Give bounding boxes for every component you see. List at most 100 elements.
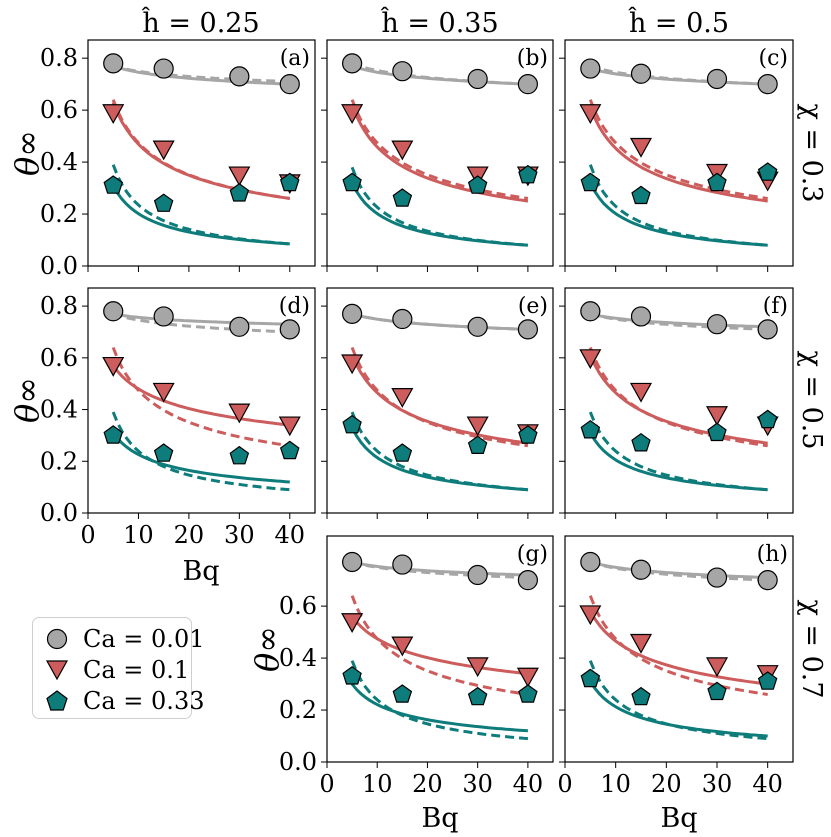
data-point-triangle (579, 104, 602, 124)
data-point-circle (229, 316, 250, 337)
data-point-circle (392, 308, 413, 330)
legend: Ca = 0.01 Ca = 0.1 Ca = 0.33 (32, 617, 204, 719)
data-point-pentagon (342, 414, 362, 434)
fit-line-dashed (588, 99, 768, 200)
fit-line-dashed (350, 411, 529, 492)
legend-entry-ca-001: Ca = 0.01 (33, 624, 204, 654)
panel-a: 0.0 0.2 0.4 0.6 0.8 (a) (40, 39, 316, 280)
fit-line-solid (351, 312, 528, 331)
data-point-triangle (341, 104, 364, 124)
panel-label: (d) (279, 294, 310, 319)
data-point-circle (342, 551, 363, 573)
panel-label: (c) (759, 46, 789, 71)
x-tick-label: 10 (600, 770, 631, 798)
fit-line-solid (112, 431, 290, 484)
data-point-triangle (629, 137, 653, 158)
data-point-pentagon (392, 188, 413, 207)
data-point-triangle (629, 633, 653, 654)
fit-line-dashed (350, 166, 529, 247)
data-point-pentagon (757, 671, 778, 690)
panel-frame (87, 287, 316, 514)
data-point-circle (342, 303, 363, 324)
data-point-circle (153, 58, 174, 79)
data-point-triangle (228, 403, 251, 424)
data-point-pentagon (279, 172, 300, 192)
y-tick-label: 0.6 (279, 592, 317, 620)
data-point-circle (153, 306, 174, 327)
fit-line-dashed (111, 411, 290, 492)
y-axis-label: θ∞ (8, 130, 46, 176)
data-point-pentagon (342, 172, 362, 192)
data-point-circle (757, 319, 778, 340)
fit-line-solid (350, 354, 529, 445)
y-tick-label: 0.8 (40, 44, 78, 72)
fit-line-solid (589, 610, 768, 686)
data-point-triangle (466, 416, 489, 437)
triangle-down-marker-icon (45, 660, 69, 681)
y-tick-label: 0.8 (40, 292, 78, 320)
data-point-triangle (102, 104, 125, 124)
legend-label-ca-01: Ca = 0.1 (83, 656, 190, 684)
legend-entry-ca-033: Ca = 0.33 (33, 686, 204, 716)
data-point-pentagon (467, 175, 488, 194)
panel-c: (c) (559, 39, 794, 272)
data-point-triangle (278, 416, 301, 437)
x-tick-label: 40 (275, 521, 306, 549)
y-tick-label: 0.4 (40, 396, 78, 424)
fit-line-solid (112, 364, 290, 427)
fit-line-dashed (588, 164, 768, 247)
fit-line-dashed (589, 312, 768, 331)
data-point-triangle (391, 388, 414, 408)
data-point-triangle (391, 140, 414, 161)
x-tick-label: 40 (752, 770, 783, 798)
data-point-pentagon (103, 425, 124, 444)
data-point-pentagon (631, 432, 651, 452)
data-point-triangle (629, 382, 653, 403)
x-tick-label: 0 (319, 770, 334, 798)
fit-line-dashed (588, 595, 768, 696)
x-tick-label: 20 (651, 770, 682, 798)
fit-line-dashed (350, 660, 529, 741)
data-point-pentagon (392, 443, 413, 462)
circle-marker-icon (46, 628, 68, 650)
data-point-circle (757, 74, 778, 95)
fit-line-solid (351, 64, 528, 86)
fit-line-dashed (111, 99, 291, 200)
x-tick-label: 30 (702, 770, 733, 798)
data-point-pentagon (707, 172, 727, 192)
data-point-triangle (341, 354, 364, 375)
data-point-pentagon (229, 445, 250, 465)
fit-line-solid (350, 426, 529, 492)
panel-frame (326, 535, 554, 763)
y-axis-label: θ∞ (248, 626, 286, 672)
x-tick-label: 20 (412, 770, 443, 798)
fit-line-dashed (112, 312, 290, 334)
data-point-pentagon (757, 409, 778, 429)
panel-frame (326, 39, 554, 267)
row-title: χ = 0.7 (796, 599, 827, 698)
row-title: χ = 0.5 (796, 350, 827, 449)
fit-line-dashed (351, 62, 528, 86)
column-title: ĥ = 0.25 (141, 6, 259, 39)
x-tick-label: 30 (462, 770, 493, 798)
data-point-circle (342, 53, 363, 74)
data-point-pentagon (757, 162, 778, 181)
fit-line-dashed (350, 595, 529, 696)
data-point-pentagon (467, 686, 488, 706)
panel-frame (564, 535, 794, 763)
data-point-circle (630, 559, 652, 580)
data-point-pentagon (518, 425, 538, 444)
y-tick-label: 0.0 (40, 499, 78, 527)
data-point-circle (706, 314, 728, 335)
x-tick-label: 20 (174, 521, 205, 549)
data-point-triangle (579, 349, 602, 370)
fit-line-dashed (111, 346, 291, 448)
panel-label: (b) (517, 46, 548, 71)
legend-label-ca-033: Ca = 0.33 (83, 687, 205, 715)
fit-line-solid (111, 101, 291, 200)
panel-e: (e) (321, 287, 554, 519)
fit-line-solid (350, 104, 529, 203)
data-point-pentagon (631, 185, 651, 205)
panel-label: (e) (518, 294, 548, 319)
y-tick-label: 0.2 (279, 696, 317, 724)
